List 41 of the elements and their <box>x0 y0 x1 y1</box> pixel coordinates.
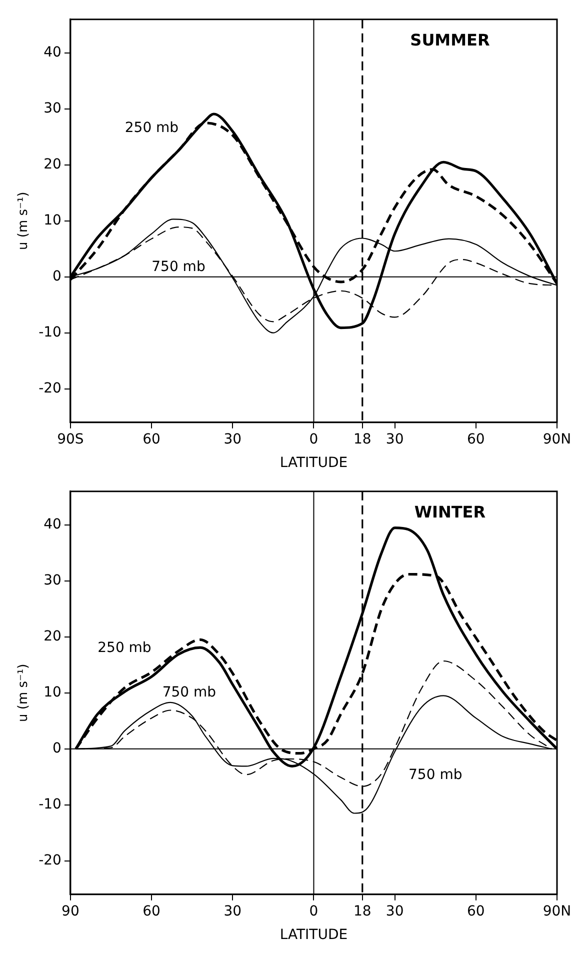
y-tick-label: 10 <box>44 212 62 229</box>
x-tick-label: 90N <box>542 903 572 920</box>
y-tick-label: 40 <box>44 516 62 533</box>
x-tick-label: 60 <box>142 903 160 920</box>
annotation: 750 mb <box>408 767 462 784</box>
x-tick-label: 30 <box>224 903 242 920</box>
x-axis-title: LATITUDE <box>280 927 348 944</box>
x-tick-label: 18 <box>353 431 372 448</box>
x-tick-label: 0 <box>309 431 318 448</box>
y-tick-label: 20 <box>44 628 62 645</box>
x-tick-label: 30 <box>386 431 404 448</box>
x-tick-label: 60 <box>466 431 485 448</box>
y-axis-title: u (m s⁻¹) <box>16 192 32 250</box>
y-tick-label: 40 <box>44 44 62 61</box>
x-tick-label: 30 <box>386 903 404 920</box>
y-tick-label: -20 <box>38 380 62 396</box>
x-tick-label: 60 <box>142 431 160 448</box>
annotation: 250 mb <box>124 120 179 136</box>
x-tick-label: 60 <box>466 903 485 920</box>
y-tick-label: 30 <box>44 100 62 117</box>
text: SUMMER <box>410 30 490 50</box>
x-tick-label: 90 <box>62 903 80 920</box>
annotation: 250 mb <box>98 640 152 656</box>
x-tick-label: 0 <box>309 903 318 920</box>
annotation: 750 mb <box>162 684 216 701</box>
y-tick-label: 30 <box>44 572 62 589</box>
y-tick-label: -10 <box>38 796 62 812</box>
y-tick-label: -20 <box>38 852 62 868</box>
y-tick-label: 10 <box>44 684 62 701</box>
x-tick-label: 90S <box>57 431 84 448</box>
x-axis-title: LATITUDE <box>280 455 348 472</box>
text: WINTER <box>414 502 486 522</box>
x-tick-label: 30 <box>224 431 242 448</box>
annotation: 750 mb <box>152 258 206 275</box>
x-tick-label: 18 <box>353 903 372 920</box>
y-tick-label: 0 <box>52 740 62 757</box>
y-tick-label: -10 <box>38 324 62 340</box>
x-tick-label: 90N <box>542 431 572 448</box>
y-tick-label: 20 <box>44 156 62 173</box>
y-tick-label: 0 <box>52 268 62 285</box>
y-axis-title: u (m s⁻¹) <box>16 664 32 722</box>
